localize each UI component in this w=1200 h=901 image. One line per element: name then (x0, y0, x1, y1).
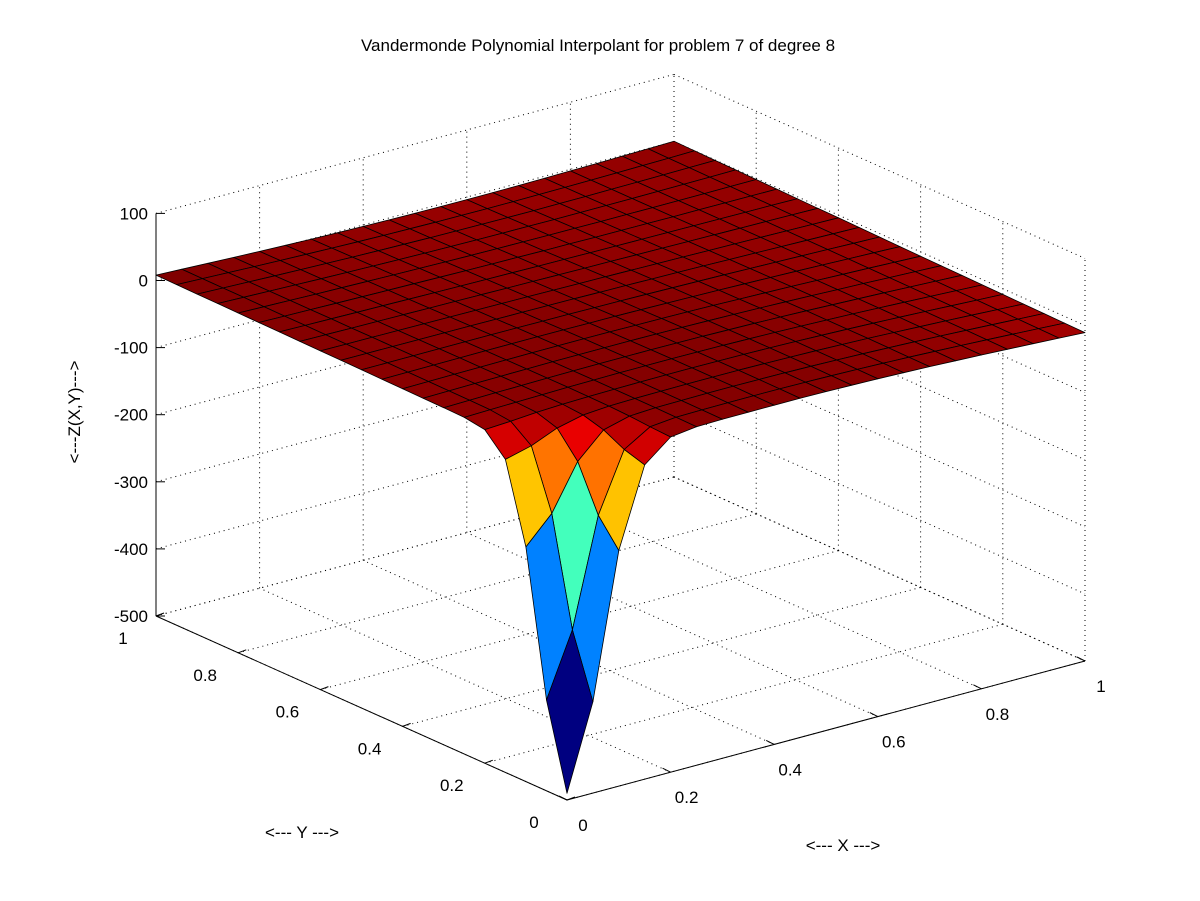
chart-title: Vandermonde Polynomial Interpolant for p… (361, 36, 835, 55)
grid-line (259, 587, 671, 773)
y-tick-label: 0.6 (276, 703, 300, 722)
y-axis-label: <--- Y ---> (265, 823, 339, 842)
x-tick-label: 0.2 (675, 788, 699, 807)
y-tick-label: 0.4 (358, 739, 382, 758)
z-tick-label: -400 (114, 540, 148, 559)
y-tick-label: 0.2 (440, 776, 464, 795)
tick-labels: 0 0.2 0.4 0.6 0.8 1 0 0.2 0.4 0.6 0.8 1 -500 -400 -300… (114, 204, 1106, 835)
x-tick-label: 0.8 (986, 705, 1010, 724)
x-tick-label: 0.4 (778, 760, 802, 779)
z-axis-label: <---Z(X,Y)---> (65, 360, 84, 463)
z-tick-label: -500 (114, 607, 148, 626)
y-tick (566, 796, 576, 801)
x-tick-label: 0.6 (882, 733, 906, 752)
y-tick (320, 686, 329, 691)
y-tick (402, 722, 411, 727)
x-tick (765, 739, 775, 745)
grid-line (570, 504, 982, 690)
x-tick (1076, 656, 1086, 662)
x-tick (973, 684, 982, 690)
y-tick (238, 649, 247, 654)
x-tick (662, 767, 671, 773)
y-tick (484, 759, 493, 764)
z-tick-label: 0 (139, 272, 148, 291)
grid-line (673, 73, 1086, 259)
y-tick-label: 1 (118, 629, 127, 648)
x-tick-label: 0 (578, 816, 587, 835)
x-tick-label: 1 (1096, 677, 1105, 696)
z-tick-label: -200 (114, 406, 148, 425)
surface-patch (546, 629, 594, 794)
x-axis-label: <--- X ---> (806, 836, 881, 855)
z-tick-label: -300 (114, 473, 148, 492)
x-tick (869, 712, 879, 718)
y-tick-label: 0.8 (193, 666, 217, 685)
grid-line (673, 141, 1086, 326)
surface-mesh (155, 140, 1086, 794)
x-tick (558, 795, 568, 801)
grid-line (673, 409, 1086, 595)
z-tick-label: 100 (120, 204, 148, 223)
y-axis-line (155, 615, 568, 801)
y-tick-label: 0 (529, 813, 538, 832)
grid-line (673, 476, 1086, 662)
x-axis-line (566, 660, 1086, 801)
z-tick-label: -100 (114, 339, 148, 358)
tick-marks (155, 212, 1086, 801)
